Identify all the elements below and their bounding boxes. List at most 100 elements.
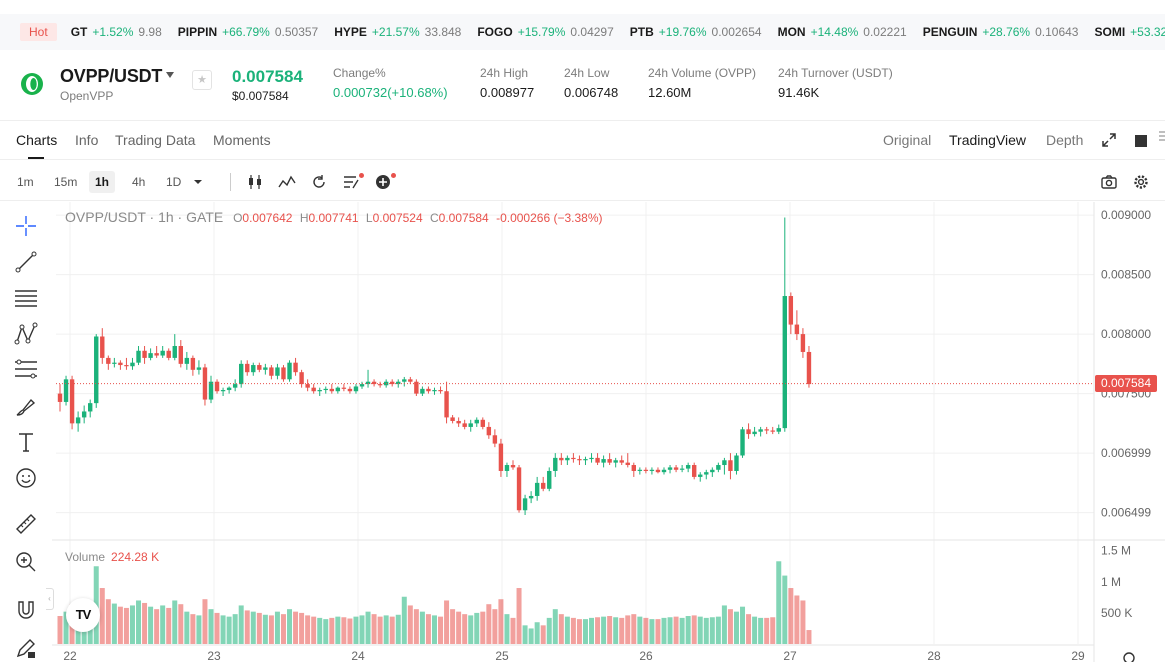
volume-bar bbox=[456, 611, 462, 644]
volume-bar bbox=[504, 614, 510, 644]
tradingview-logo[interactable]: TV bbox=[66, 598, 100, 632]
ticker-item[interactable]: HYPE +21.57% 33.848 bbox=[334, 25, 461, 39]
coin-logo-icon bbox=[21, 73, 43, 95]
volume-bar bbox=[649, 619, 655, 644]
volume-bar bbox=[142, 602, 148, 644]
view-original[interactable]: Original bbox=[883, 132, 932, 148]
volume-bar bbox=[136, 600, 142, 644]
volume-bar bbox=[806, 630, 812, 644]
volume-bar bbox=[425, 614, 431, 644]
ticker-items: GT +1.52% 9.98 PIPPIN +66.79% 0.50357 HYPE +21.… bbox=[71, 25, 1165, 39]
volume-bar bbox=[733, 611, 739, 644]
tab-info[interactable]: Info bbox=[75, 132, 99, 148]
candle-body bbox=[299, 372, 304, 385]
templates-icon[interactable] bbox=[342, 173, 360, 191]
volume-bar bbox=[727, 609, 733, 644]
candle-body bbox=[426, 388, 431, 392]
text-tool-icon[interactable] bbox=[14, 430, 38, 454]
x-axis-tick-label: 25 bbox=[495, 649, 509, 662]
brush-icon[interactable] bbox=[14, 394, 38, 418]
volume-bar bbox=[540, 625, 546, 644]
ticker-item[interactable]: GT +1.52% 9.98 bbox=[71, 25, 162, 39]
ticker-price: 0.50357 bbox=[274, 25, 319, 39]
price-chart-svg[interactable]: 0.0090000.0085000.0080000.0075000.006999… bbox=[52, 202, 1165, 662]
candle-body bbox=[643, 469, 649, 471]
candle-body bbox=[438, 390, 443, 392]
timeframe-1d[interactable]: 1D bbox=[166, 175, 182, 189]
hot-badge[interactable]: Hot bbox=[20, 23, 57, 41]
volume-bar bbox=[601, 616, 607, 644]
ticker-item[interactable]: SOMI+53.32%0.34 bbox=[1094, 25, 1165, 39]
layout-square-icon[interactable] bbox=[1135, 135, 1147, 147]
pair-dropdown-caret-icon[interactable] bbox=[166, 72, 174, 78]
volume-bar bbox=[311, 616, 317, 644]
ticker-price: 33.848 bbox=[424, 25, 462, 39]
y-axis-tick-label: 0.008500 bbox=[1101, 268, 1151, 282]
candle-body bbox=[589, 457, 594, 460]
candle-body bbox=[553, 457, 558, 471]
axis-settings-icon[interactable] bbox=[1123, 652, 1135, 662]
timeframe-15m[interactable]: 15m bbox=[54, 175, 78, 189]
ticker-change: +14.48% bbox=[810, 25, 859, 39]
tab-charts[interactable]: Charts bbox=[16, 132, 58, 148]
camera-icon[interactable] bbox=[1100, 173, 1118, 191]
pattern-icon[interactable] bbox=[14, 322, 38, 346]
magnet-icon[interactable] bbox=[14, 598, 38, 622]
gear-icon[interactable] bbox=[1132, 173, 1150, 191]
volume-bar bbox=[383, 615, 389, 644]
view-tradingview[interactable]: TradingView bbox=[949, 132, 1027, 148]
horizontal-lines-icon[interactable] bbox=[14, 286, 38, 310]
pair-name[interactable]: OVPP/USDT bbox=[60, 66, 163, 86]
ticker-item[interactable]: MON +14.48% 0.02221 bbox=[778, 25, 907, 39]
active-tab-underline bbox=[28, 157, 44, 159]
draw-lock-icon[interactable] bbox=[14, 636, 38, 660]
tab-moments[interactable]: Moments bbox=[213, 132, 271, 148]
chart-legend: OVPP/USDT · 1h · GATE O0.007642 H0.00774… bbox=[65, 209, 602, 225]
fullscreen-icon[interactable] bbox=[1102, 133, 1116, 147]
volume-bar bbox=[800, 600, 806, 644]
candle-body bbox=[649, 469, 655, 471]
timeframe-dropdown-icon[interactable] bbox=[192, 176, 204, 188]
zoom-in-icon[interactable] bbox=[14, 550, 38, 574]
volume-bar bbox=[323, 619, 329, 644]
ticker-item[interactable]: PENGUIN +28.76% 0.10643 bbox=[923, 25, 1079, 39]
x-axis-tick-label: 28 bbox=[927, 649, 941, 662]
timeframe-1h[interactable]: 1h bbox=[89, 171, 116, 193]
volume-bar bbox=[111, 603, 117, 644]
crosshair-icon[interactable] bbox=[14, 214, 38, 238]
volume-bar bbox=[202, 599, 208, 644]
tab-trading-data[interactable]: Trading Data bbox=[115, 132, 196, 148]
ruler-icon[interactable] bbox=[14, 512, 38, 536]
volume-bar bbox=[764, 617, 770, 644]
chart-area[interactable]: 0.009000 0.008500 0.008000 0.007500 0.006999… bbox=[46, 202, 1165, 662]
view-depth[interactable]: Depth bbox=[1046, 132, 1084, 148]
ticker-item[interactable]: PIPPIN +66.79% 0.50357 bbox=[178, 25, 318, 39]
volume-bar bbox=[758, 617, 764, 644]
collapse-toolbar-icon[interactable]: ‹ bbox=[46, 588, 54, 610]
ticker-price: 0.10643 bbox=[1035, 25, 1079, 39]
stat-24h-volume: 24h Volume (OVPP) 12.60M bbox=[648, 66, 756, 100]
volume-bar bbox=[160, 605, 166, 644]
volume-bar bbox=[395, 614, 401, 644]
emoji-icon[interactable] bbox=[14, 466, 38, 490]
add-plus-icon[interactable] bbox=[374, 173, 392, 191]
volume-bar bbox=[166, 607, 172, 644]
trend-line-icon[interactable] bbox=[14, 250, 38, 274]
candle-body bbox=[166, 350, 171, 358]
candles-type-icon[interactable] bbox=[246, 173, 264, 191]
timeframe-1m[interactable]: 1m bbox=[17, 175, 34, 189]
candle-body bbox=[220, 390, 226, 392]
candle-body bbox=[402, 379, 407, 382]
chart-toolbar: 1m 15m 1h 4h 1D bbox=[0, 161, 1165, 201]
ticker-item[interactable]: FOGO +15.79% 0.04297 bbox=[477, 25, 613, 39]
indicators-icon[interactable] bbox=[278, 173, 296, 191]
menu-icon[interactable] bbox=[1157, 130, 1165, 142]
ticker-item[interactable]: PTB +19.76% 0.002654 bbox=[630, 25, 762, 39]
candle-body bbox=[154, 353, 159, 356]
candle-body bbox=[486, 426, 492, 436]
fib-retracement-icon[interactable] bbox=[14, 358, 38, 382]
star-icon[interactable]: ★ bbox=[192, 70, 212, 90]
volume-bar bbox=[123, 607, 129, 644]
replay-icon[interactable] bbox=[310, 173, 328, 191]
timeframe-4h[interactable]: 4h bbox=[132, 175, 146, 189]
